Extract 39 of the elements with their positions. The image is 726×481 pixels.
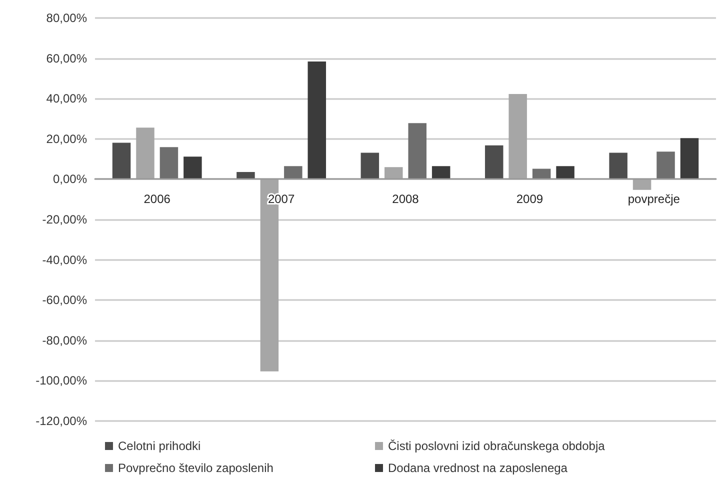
bar bbox=[112, 142, 131, 180]
y-tick-label: 80,00% bbox=[46, 11, 88, 25]
x-tick-label: 2009 bbox=[516, 192, 544, 206]
y-tick-label: -20,00% bbox=[42, 212, 88, 226]
bar bbox=[360, 152, 380, 180]
bar bbox=[160, 147, 178, 180]
y-tick-label: 40,00% bbox=[46, 92, 88, 106]
bar bbox=[680, 138, 699, 180]
legend-label: Povprečno število zaposlenih bbox=[118, 461, 274, 475]
bar bbox=[184, 156, 202, 180]
bar bbox=[136, 128, 154, 180]
y-tick-label: 60,00% bbox=[46, 51, 88, 66]
y-tick-label: -80,00% bbox=[42, 333, 88, 348]
bar bbox=[532, 168, 551, 180]
bar bbox=[308, 62, 326, 180]
y-tick-label: -40,00% bbox=[42, 252, 88, 267]
y-tick-label: 0,00% bbox=[52, 172, 88, 186]
x-tick-label: 2008 bbox=[392, 192, 420, 206]
legend-label: Celotni prihodki bbox=[118, 439, 201, 453]
y-tick-label: 20,00% bbox=[46, 132, 88, 146]
bar bbox=[236, 172, 255, 180]
bar bbox=[656, 152, 675, 180]
x-tick-label: 2007 bbox=[268, 192, 295, 206]
y-tick-label: -100,00% bbox=[36, 374, 88, 388]
bar bbox=[484, 145, 504, 180]
legend-label: Dodana vrednost na zaposlenega bbox=[388, 461, 568, 475]
bar bbox=[384, 167, 403, 180]
bar bbox=[609, 152, 628, 180]
y-tick-label: -60,00% bbox=[42, 293, 88, 308]
bar bbox=[556, 166, 574, 180]
legend-label: Čisti poslovni izid obračunskega obdobja bbox=[388, 439, 606, 453]
x-tick-label: povprečje bbox=[628, 192, 680, 206]
bar bbox=[408, 123, 426, 180]
x-tick-label: 2006 bbox=[144, 192, 171, 206]
bar bbox=[632, 179, 652, 190]
bar bbox=[508, 94, 527, 180]
bar bbox=[284, 166, 302, 180]
y-tick-label: -120,00% bbox=[36, 414, 88, 428]
bar bbox=[432, 166, 450, 180]
